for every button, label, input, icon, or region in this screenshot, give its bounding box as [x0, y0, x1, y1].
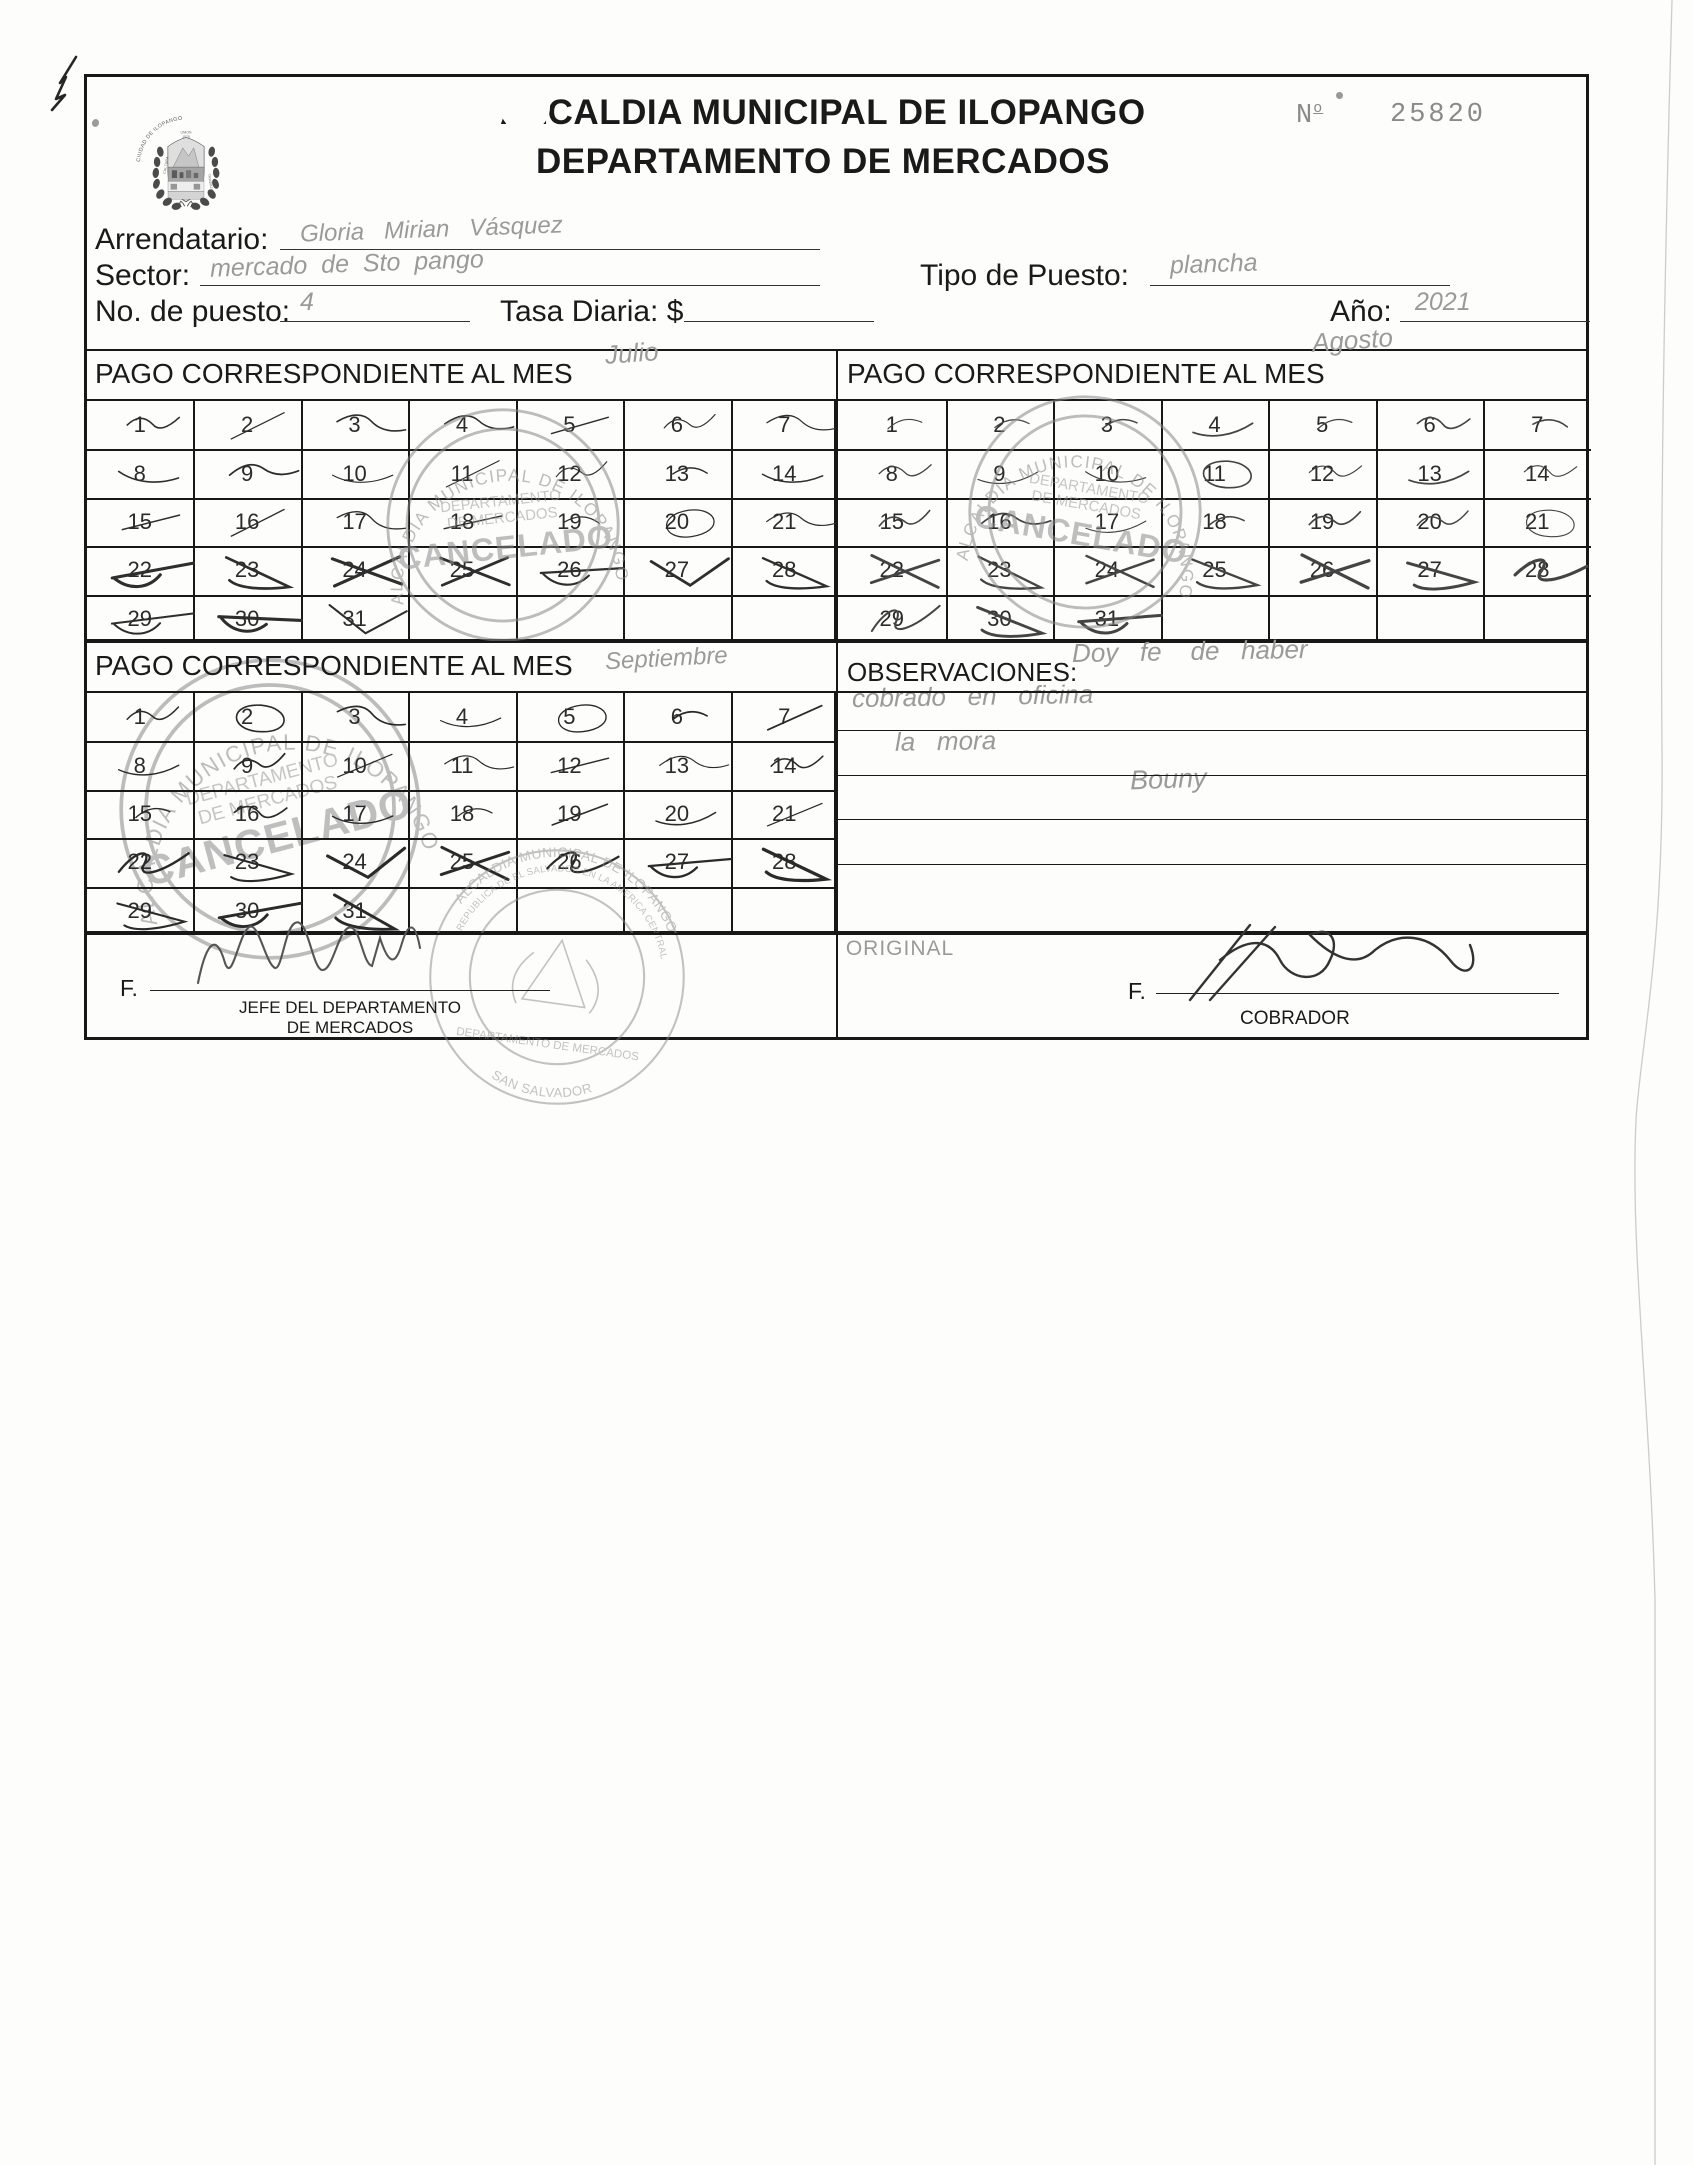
svg-text:UNION: UNION [181, 131, 192, 135]
svg-text:CANCELADO: CANCELADO [396, 518, 615, 576]
svg-text:SAN SALVADOR: SAN SALVADOR [487, 1066, 595, 1106]
svg-text:TRABAJO: TRABAJO [207, 174, 214, 192]
